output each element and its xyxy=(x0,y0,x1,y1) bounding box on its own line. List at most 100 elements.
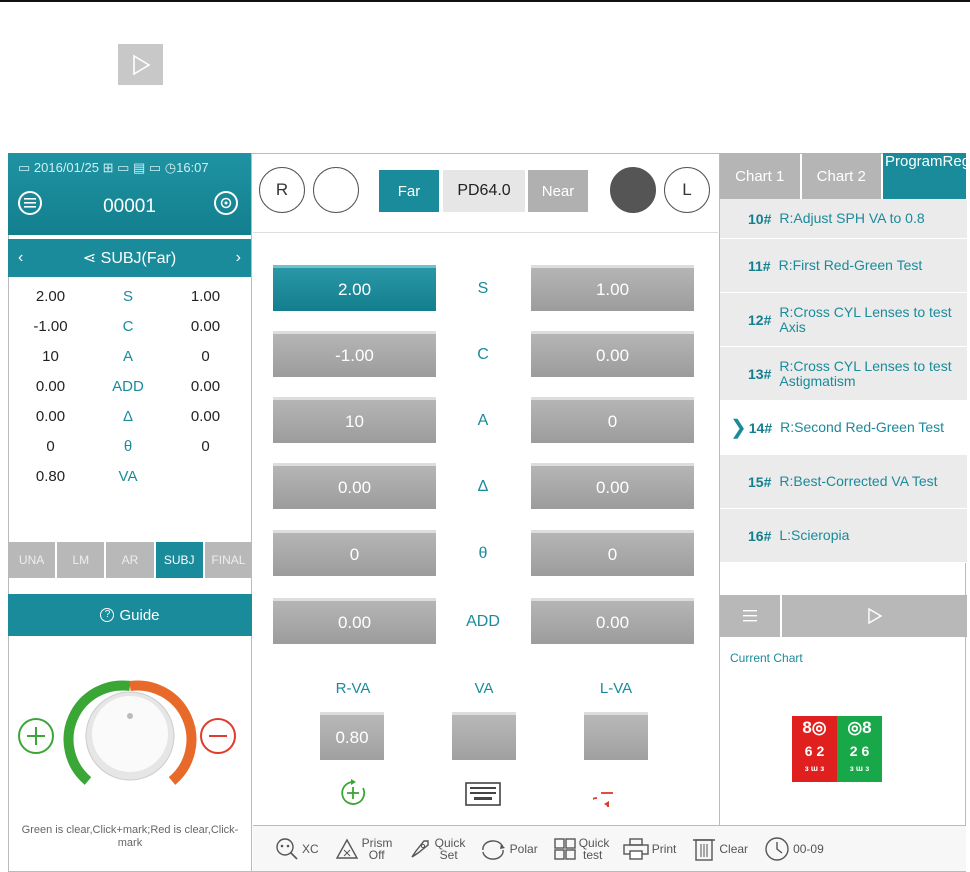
timer-label: 00-09 xyxy=(793,841,824,856)
chevron-left-icon[interactable]: ‹ xyxy=(18,249,24,266)
right-add-button[interactable]: 0.00 xyxy=(273,598,436,644)
left-eye-indicator[interactable] xyxy=(610,167,656,213)
guide-button[interactable]: ? Guide xyxy=(8,594,252,636)
program-text: R:Adjust SPH VA to 0.8 xyxy=(779,210,925,226)
print-button[interactable]: Print xyxy=(622,837,676,860)
share-icon: ⋖ xyxy=(82,250,101,267)
value-row: 0.00 ADD 0.00 xyxy=(8,371,251,401)
list-item[interactable]: 10# R:Adjust SPH VA to 0.8 xyxy=(720,199,967,239)
program-text: R:Cross CYL Lenses to test Axis xyxy=(779,303,952,335)
va-decrease-icon[interactable] xyxy=(593,779,621,807)
row-label: Δ xyxy=(122,407,134,425)
minus-icon[interactable] xyxy=(200,718,236,754)
right-value: -1.00 xyxy=(33,317,68,335)
polar-button[interactable]: Polar xyxy=(479,838,538,860)
add-label: ADD xyxy=(466,613,500,630)
left-add-button[interactable]: 0.00 xyxy=(531,598,694,644)
rva-value[interactable]: 0.80 xyxy=(320,712,384,760)
list-item-current[interactable]: ❯ 14# R:Second Red-Green Test xyxy=(720,401,967,455)
left-s-button[interactable]: 1.00 xyxy=(531,265,694,311)
quick-test-button[interactable]: Quick test xyxy=(553,837,609,861)
near-button[interactable]: Near xyxy=(528,170,588,212)
tab-ar[interactable]: AR xyxy=(106,542,154,578)
far-button[interactable]: Far xyxy=(379,170,439,212)
plus-icon[interactable] xyxy=(18,718,54,754)
keyboard-icon[interactable] xyxy=(465,782,501,806)
tab-lm[interactable]: LM xyxy=(57,542,105,578)
settings-button[interactable] xyxy=(214,191,238,215)
lva-value[interactable] xyxy=(584,712,648,760)
help-icon: ? xyxy=(100,608,115,622)
play-button[interactable] xyxy=(118,44,163,85)
list-item[interactable]: 11# R:First Red-Green Test xyxy=(720,239,967,293)
prism-icon xyxy=(335,838,358,859)
chevron-right-icon[interactable]: › xyxy=(235,249,241,266)
center-panel: R Far PD64.0 Near L 2.00 S 1.00 -1.00 C … xyxy=(253,153,718,872)
list-item[interactable]: 15# R:Best-Corrected VA Test xyxy=(720,455,967,509)
chart-row: ◎8 xyxy=(847,718,872,737)
value-row: 2.00 S 1.00 xyxy=(8,281,251,311)
row-label: ADD xyxy=(112,377,144,395)
tab-subj[interactable]: SUBJ xyxy=(155,542,203,578)
row-label: A xyxy=(122,347,133,365)
right-eye-indicator[interactable] xyxy=(313,167,359,213)
row-label: C xyxy=(122,317,134,335)
list-item[interactable]: 13# R:Cross CYL Lenses to test Astigmatis… xyxy=(720,347,967,401)
mode-title-text: SUBJ(Far) xyxy=(100,250,177,267)
list-item[interactable]: 12# R:Cross CYL Lenses to test Axis xyxy=(720,293,967,347)
patient-number: 00001 xyxy=(103,196,156,217)
left-value: 1.00 xyxy=(190,287,221,305)
current-chart-label: Current Chart xyxy=(730,651,803,665)
program-number: 15# xyxy=(748,473,772,490)
left-a-button[interactable]: 0 xyxy=(531,397,694,443)
s-label: S xyxy=(477,280,489,297)
right-eye-button[interactable]: R xyxy=(259,167,305,213)
left-c-button[interactable]: 0.00 xyxy=(531,331,694,377)
left-eye-button[interactable]: L xyxy=(664,167,710,213)
gear-icon xyxy=(220,197,232,209)
va-value[interactable] xyxy=(452,712,516,760)
timer-button[interactable]: 00-09 xyxy=(764,836,824,862)
program-play-button[interactable] xyxy=(782,595,967,637)
va-increase-icon[interactable] xyxy=(339,779,367,807)
pd-value[interactable]: PD64.0 xyxy=(443,170,525,212)
right-a-button[interactable]: 10 xyxy=(273,397,436,443)
rocket-icon xyxy=(411,839,429,858)
chevron-right-icon: ❯ xyxy=(730,417,747,439)
quick-set-button[interactable]: Quick Set xyxy=(408,837,465,861)
chart-row: ɜ ɯ ɜ xyxy=(804,764,825,773)
left-prism-button[interactable]: 0.00 xyxy=(531,463,694,509)
tab-una[interactable]: UNA xyxy=(8,542,56,578)
c-label: C xyxy=(477,346,489,363)
program-number: 12# xyxy=(748,311,772,328)
value-row: 0.80 VA xyxy=(8,461,251,491)
right-panel: Chart 1 Chart 2 ProgramReg 10# R:Adjust S… xyxy=(719,153,970,872)
chart-row: ɜ ɯ ɜ xyxy=(849,764,870,773)
clear-button[interactable]: Clear xyxy=(692,836,748,862)
prism-off-button[interactable]: Prism Off xyxy=(335,837,392,861)
tab-final[interactable]: FINAL xyxy=(204,542,253,578)
right-s-button[interactable]: 2.00 xyxy=(273,265,436,311)
menu-button[interactable] xyxy=(18,191,42,215)
tab-chart-2[interactable]: Chart 2 xyxy=(801,153,881,199)
rva-label: R-VA xyxy=(335,680,371,697)
xc-button[interactable]: XC xyxy=(275,837,319,861)
row-label: θ xyxy=(123,437,133,455)
a-label: A xyxy=(477,412,489,429)
value-row: -1.00 C 0.00 xyxy=(8,311,251,341)
program-text: R:Best-Corrected VA Test xyxy=(779,473,938,489)
chart-tabs: Chart 1 Chart 2 ProgramReg xyxy=(720,153,970,199)
right-prism-button[interactable]: 0.00 xyxy=(273,463,436,509)
left-theta-button[interactable]: 0 xyxy=(531,530,694,576)
program-text: R:Cross CYL Lenses to test Astigmatism xyxy=(779,357,952,389)
right-value: 0.00 xyxy=(35,407,66,425)
refraction-values: 2.00 S 1.00 -1.00 C 0.00 10 A 0 0.00 ADD 0.00 0.… xyxy=(8,277,251,491)
tab-chart-1[interactable]: Chart 1 xyxy=(720,153,800,199)
list-item[interactable]: 16# L:Scieropia xyxy=(720,509,967,563)
tab-program-reg[interactable]: ProgramReg xyxy=(883,153,970,199)
program-text: R:First Red-Green Test xyxy=(778,257,923,273)
chart-row: 8◎ xyxy=(802,718,827,737)
right-c-button[interactable]: -1.00 xyxy=(273,331,436,377)
list-menu-button[interactable] xyxy=(720,595,780,637)
right-theta-button[interactable]: 0 xyxy=(273,530,436,576)
